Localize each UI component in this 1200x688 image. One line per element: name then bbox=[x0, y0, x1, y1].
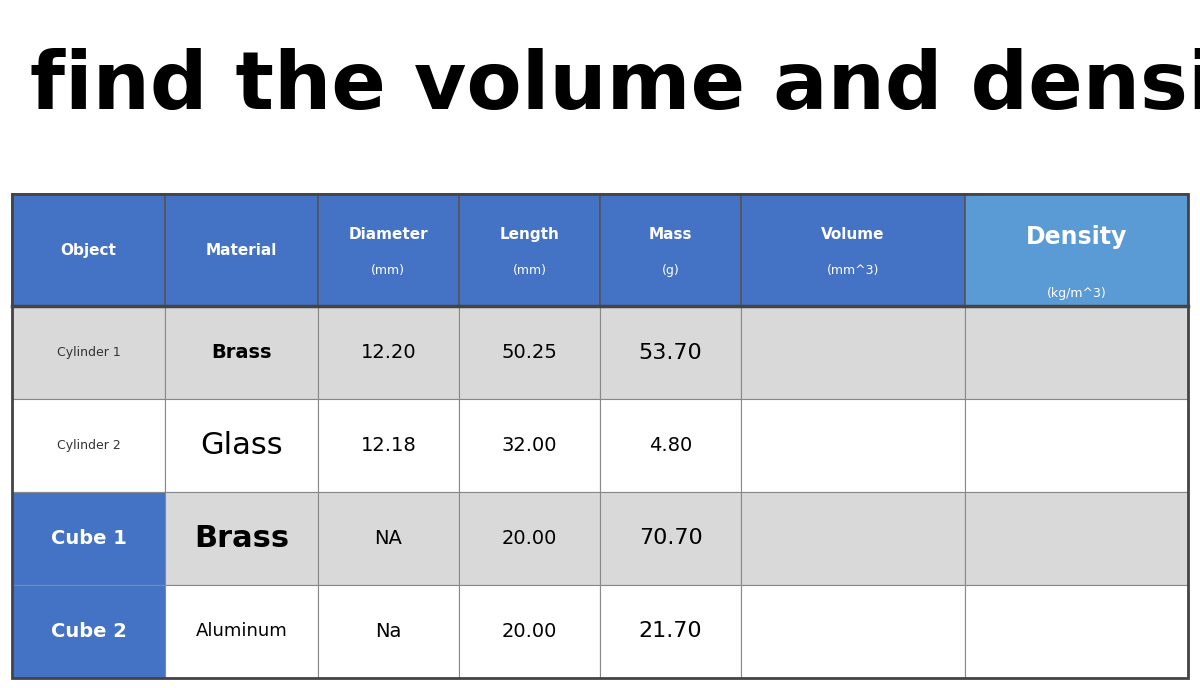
Bar bbox=[12, 585, 164, 678]
Bar bbox=[12, 492, 164, 585]
Text: Length: Length bbox=[499, 227, 559, 242]
Bar bbox=[600, 399, 742, 492]
Text: 50.25: 50.25 bbox=[502, 343, 557, 362]
Bar bbox=[742, 399, 965, 492]
Bar bbox=[458, 194, 600, 306]
Bar bbox=[600, 194, 742, 306]
Text: Aluminum: Aluminum bbox=[196, 623, 287, 641]
Bar bbox=[318, 399, 458, 492]
Text: 32.00: 32.00 bbox=[502, 436, 557, 455]
Bar bbox=[318, 194, 458, 306]
Text: 21.70: 21.70 bbox=[638, 621, 702, 641]
Text: 4.80: 4.80 bbox=[649, 436, 692, 455]
Text: Cylinder 2: Cylinder 2 bbox=[56, 439, 120, 452]
Bar bbox=[742, 492, 965, 585]
Bar bbox=[600, 585, 742, 678]
Text: 20.00: 20.00 bbox=[502, 529, 557, 548]
Text: (mm): (mm) bbox=[512, 264, 546, 277]
Text: Na: Na bbox=[376, 622, 402, 641]
Bar bbox=[600, 306, 742, 399]
Text: 70.70: 70.70 bbox=[638, 528, 702, 548]
Bar bbox=[965, 492, 1188, 585]
Bar bbox=[965, 306, 1188, 399]
Bar bbox=[12, 306, 164, 399]
Bar bbox=[318, 492, 458, 585]
Text: Mass: Mass bbox=[649, 227, 692, 242]
Text: (mm^3): (mm^3) bbox=[827, 264, 880, 277]
Bar bbox=[318, 306, 458, 399]
Bar bbox=[12, 399, 164, 492]
Bar bbox=[164, 492, 318, 585]
Bar bbox=[164, 399, 318, 492]
Bar bbox=[164, 585, 318, 678]
Bar bbox=[600, 492, 742, 585]
Text: 12.20: 12.20 bbox=[360, 343, 416, 362]
Text: Cube 1: Cube 1 bbox=[50, 529, 126, 548]
Bar bbox=[458, 492, 600, 585]
Text: Material: Material bbox=[205, 243, 277, 258]
Bar bbox=[965, 194, 1188, 306]
Text: Brass: Brass bbox=[193, 524, 289, 553]
Bar bbox=[458, 585, 600, 678]
Bar bbox=[742, 306, 965, 399]
Text: Brass: Brass bbox=[211, 343, 271, 362]
Text: NA: NA bbox=[374, 529, 402, 548]
Text: (g): (g) bbox=[661, 264, 679, 277]
Text: Volume: Volume bbox=[821, 227, 884, 242]
Text: Cylinder 1: Cylinder 1 bbox=[56, 346, 120, 359]
Bar bbox=[458, 399, 600, 492]
Text: Object: Object bbox=[60, 243, 116, 258]
Bar bbox=[12, 194, 164, 306]
Bar bbox=[965, 585, 1188, 678]
Text: (mm): (mm) bbox=[371, 264, 406, 277]
Bar bbox=[164, 306, 318, 399]
Bar bbox=[742, 194, 965, 306]
Text: 53.70: 53.70 bbox=[638, 343, 702, 363]
Text: 12.18: 12.18 bbox=[360, 436, 416, 455]
Bar bbox=[318, 585, 458, 678]
Text: Cube 2: Cube 2 bbox=[50, 622, 126, 641]
Bar bbox=[164, 194, 318, 306]
Text: Diameter: Diameter bbox=[348, 227, 428, 242]
Bar bbox=[965, 399, 1188, 492]
Text: Glass: Glass bbox=[200, 431, 283, 460]
Text: find the volume and density: find the volume and density bbox=[30, 47, 1200, 126]
Text: (kg/m^3): (kg/m^3) bbox=[1046, 287, 1106, 300]
Text: 20.00: 20.00 bbox=[502, 622, 557, 641]
Bar bbox=[742, 585, 965, 678]
Bar bbox=[458, 306, 600, 399]
Text: Density: Density bbox=[1026, 226, 1127, 250]
